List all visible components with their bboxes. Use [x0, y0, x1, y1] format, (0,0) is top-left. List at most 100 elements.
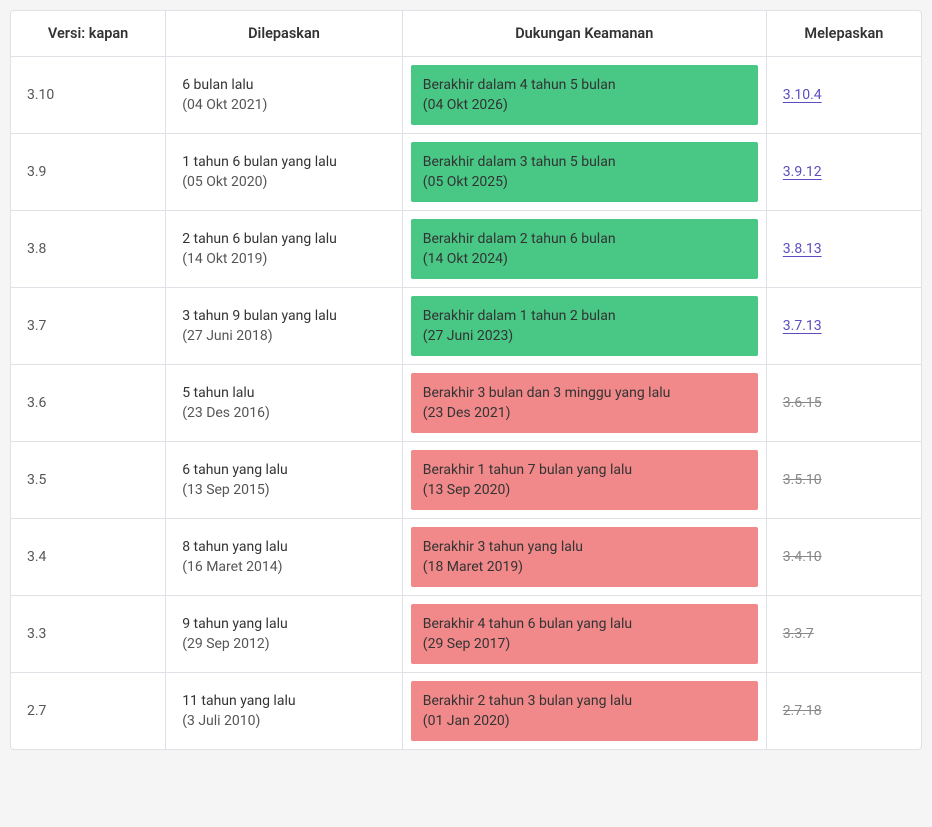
header-support: Dukungan Keamanan	[402, 11, 766, 57]
released-date: (23 Des 2016)	[182, 405, 386, 421]
support-text: Berakhir 4 tahun 6 bulan yang lalu	[423, 616, 746, 632]
cell-version: 3.4	[11, 519, 166, 596]
cell-released: 3 tahun 9 bulan yang lalu(27 Juni 2018)	[166, 288, 403, 365]
support-status-box: Berakhir 2 tahun 3 bulan yang lalu (01 Ja…	[411, 681, 758, 741]
support-date: (27 Juni 2023)	[423, 328, 746, 344]
cell-support: Berakhir dalam 2 tahun 6 bulan (14 Okt 20…	[402, 211, 766, 288]
cell-release: 3.8.13	[766, 211, 921, 288]
released-relative: 8 tahun yang lalu	[182, 539, 386, 555]
support-text: Berakhir 3 bulan dan 3 minggu yang lalu	[423, 385, 746, 401]
cell-released: 9 tahun yang lalu (29 Sep 2012)	[166, 596, 403, 673]
cell-released: 6 tahun yang lalu (13 Sep 2015)	[166, 442, 403, 519]
table-row: 2.7 11 tahun yang lalu (3 Juli 2010) Berakh…	[11, 673, 921, 750]
support-date: (23 Des 2021)	[423, 405, 746, 421]
cell-released: 2 tahun 6 bulan yang lalu(14 Okt 2019)	[166, 211, 403, 288]
support-date: (01 Jan 2020)	[423, 713, 746, 729]
support-status-box: Berakhir 1 tahun 7 bulan yang lalu (13 Se…	[411, 450, 758, 510]
support-text: Berakhir 2 tahun 3 bulan yang lalu	[423, 693, 746, 709]
released-relative: 5 tahun lalu	[182, 385, 386, 401]
support-text: Berakhir 3 tahun yang lalu	[423, 539, 746, 555]
support-status-box: Berakhir dalam 2 tahun 6 bulan (14 Okt 20…	[411, 219, 758, 279]
cell-support: Berakhir 3 tahun yang lalu (18 Maret 2019…	[402, 519, 766, 596]
support-status-box: Berakhir dalam 4 tahun 5 bulan(04 Okt 20…	[411, 65, 758, 125]
released-date: (3 Juli 2010)	[182, 713, 386, 729]
version-text: 3.8	[11, 221, 165, 277]
table-row: 3.6 5 tahun lalu (23 Des 2016) Berakhir 3 b…	[11, 365, 921, 442]
support-status-box: Berakhir 4 tahun 6 bulan yang lalu(29 Se…	[411, 604, 758, 664]
cell-support: Berakhir 3 bulan dan 3 minggu yang lalu (…	[402, 365, 766, 442]
support-date: (04 Okt 2026)	[423, 97, 746, 113]
version-text: 3.9	[11, 144, 165, 200]
cell-version: 3.5	[11, 442, 166, 519]
cell-release: 3.9.12	[766, 134, 921, 211]
table-row: 3.10 6 bulan lalu (04 Okt 2021) Berakhir da…	[11, 57, 921, 134]
cell-version: 3.9	[11, 134, 166, 211]
release-link: 3.4.10	[783, 549, 822, 565]
cell-release: 3.6.15	[766, 365, 921, 442]
cell-support: Berakhir 4 tahun 6 bulan yang lalu(29 Se…	[402, 596, 766, 673]
release-link[interactable]: 3.9.12	[783, 164, 822, 180]
cell-support: Berakhir 1 tahun 7 bulan yang lalu (13 Se…	[402, 442, 766, 519]
support-status-box: Berakhir dalam 1 tahun 2 bulan(27 Juni 2…	[411, 296, 758, 356]
version-text: 2.7	[11, 683, 165, 739]
cell-release: 3.10.4	[766, 57, 921, 134]
cell-support: Berakhir 2 tahun 3 bulan yang lalu (01 Ja…	[402, 673, 766, 750]
cell-released: 8 tahun yang lalu (16 Maret 2014)	[166, 519, 403, 596]
released-relative: 3 tahun 9 bulan yang lalu	[182, 308, 386, 324]
released-date: (13 Sep 2015)	[182, 482, 386, 498]
release-link: 3.6.15	[783, 395, 822, 411]
version-text: 3.6	[11, 375, 165, 431]
version-text: 3.3	[11, 606, 165, 662]
release-link[interactable]: 3.10.4	[783, 87, 822, 103]
support-status-box: Berakhir 3 tahun yang lalu (18 Maret 2019…	[411, 527, 758, 587]
support-date: (14 Okt 2024)	[423, 251, 746, 267]
cell-version: 3.7	[11, 288, 166, 365]
release-link[interactable]: 3.7.13	[783, 318, 822, 334]
released-relative: 6 tahun yang lalu	[182, 462, 386, 478]
released-relative: 9 tahun yang lalu	[182, 616, 386, 632]
table-row: 3.5 6 tahun yang lalu (13 Sep 2015) Berakhi…	[11, 442, 921, 519]
table-row: 3.82 tahun 6 bulan yang lalu(14 Okt 2019…	[11, 211, 921, 288]
cell-release: 3.5.10	[766, 442, 921, 519]
released-date: (04 Okt 2021)	[182, 97, 386, 113]
cell-release: 3.7.13	[766, 288, 921, 365]
support-text: Berakhir dalam 2 tahun 6 bulan	[423, 231, 746, 247]
support-date: (13 Sep 2020)	[423, 482, 746, 498]
version-table-container: Versi: kapan Dilepaskan Dukungan Keamana…	[10, 10, 922, 750]
released-relative: 1 tahun 6 bulan yang lalu	[182, 154, 386, 170]
cell-released: 5 tahun lalu (23 Des 2016)	[166, 365, 403, 442]
release-link: 3.5.10	[783, 472, 822, 488]
support-text: Berakhir 1 tahun 7 bulan yang lalu	[423, 462, 746, 478]
table-header-row: Versi: kapan Dilepaskan Dukungan Keamana…	[11, 11, 921, 57]
cell-release: 3.3.7	[766, 596, 921, 673]
version-text: 3.5	[11, 452, 165, 508]
cell-released: 1 tahun 6 bulan yang lalu(05 Okt 2020)	[166, 134, 403, 211]
released-relative: 11 tahun yang lalu	[182, 693, 386, 709]
support-date: (05 Okt 2025)	[423, 174, 746, 190]
released-date: (29 Sep 2012)	[182, 636, 386, 652]
cell-support: Berakhir dalam 4 tahun 5 bulan(04 Okt 20…	[402, 57, 766, 134]
support-status-box: Berakhir 3 bulan dan 3 minggu yang lalu (…	[411, 373, 758, 433]
release-link: 2.7.18	[783, 703, 822, 719]
header-release: Melepaskan	[766, 11, 921, 57]
cell-version: 3.8	[11, 211, 166, 288]
released-relative: 6 bulan lalu	[182, 77, 386, 93]
release-link[interactable]: 3.8.13	[783, 241, 822, 257]
cell-support: Berakhir dalam 1 tahun 2 bulan(27 Juni 2…	[402, 288, 766, 365]
header-released: Dilepaskan	[166, 11, 403, 57]
table-row: 3.91 tahun 6 bulan yang lalu(05 Okt 2020…	[11, 134, 921, 211]
header-version: Versi: kapan	[11, 11, 166, 57]
version-text: 3.4	[11, 529, 165, 585]
table-row: 3.73 tahun 9 bulan yang lalu(27 Juni 201…	[11, 288, 921, 365]
cell-version: 3.6	[11, 365, 166, 442]
support-text: Berakhir dalam 3 tahun 5 bulan	[423, 154, 746, 170]
cell-release: 2.7.18	[766, 673, 921, 750]
release-link: 3.3.7	[783, 626, 814, 642]
released-date: (16 Maret 2014)	[182, 559, 386, 575]
support-date: (18 Maret 2019)	[423, 559, 746, 575]
version-text: 3.10	[11, 67, 165, 123]
table-row: 3.4 8 tahun yang lalu (16 Maret 2014) Berak…	[11, 519, 921, 596]
cell-version: 3.3	[11, 596, 166, 673]
cell-release: 3.4.10	[766, 519, 921, 596]
table-row: 3.3 9 tahun yang lalu (29 Sep 2012) Berakhi…	[11, 596, 921, 673]
